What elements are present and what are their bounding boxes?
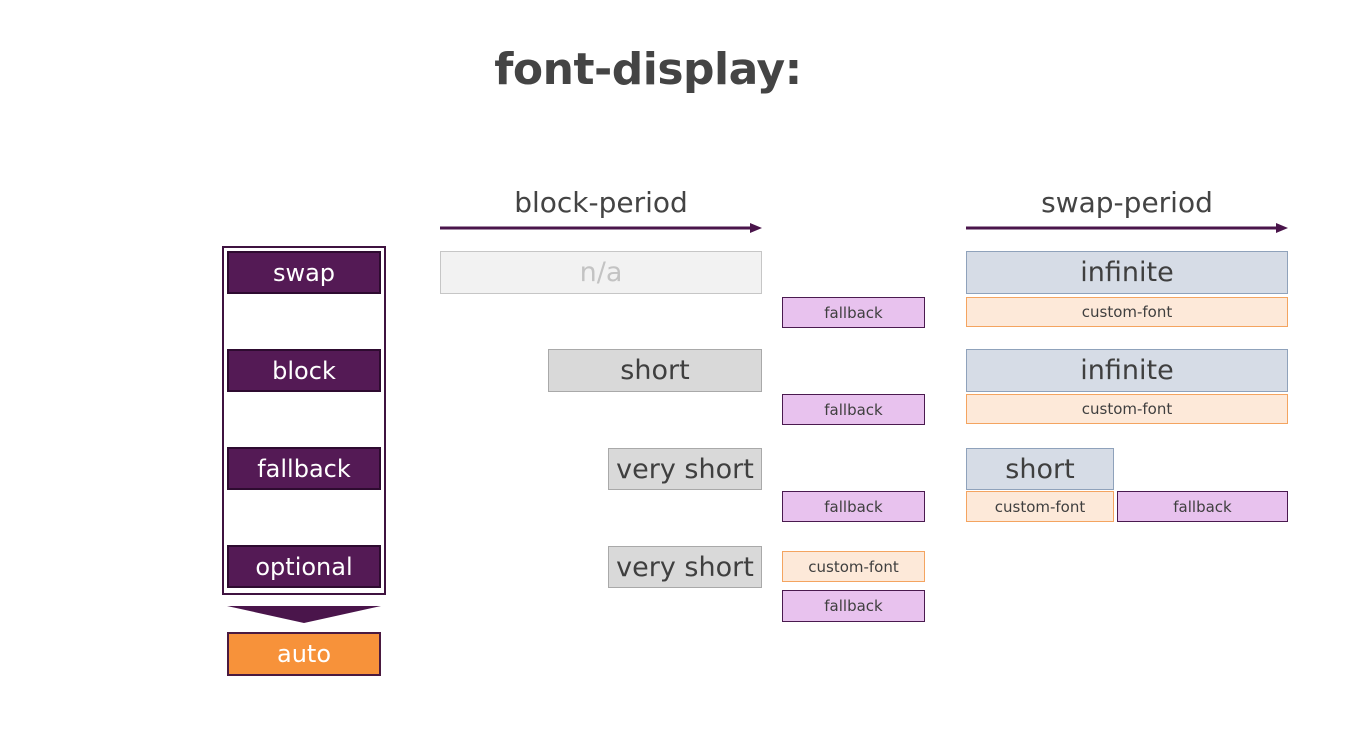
custom-font-render: custom-font — [966, 394, 1288, 424]
custom-font-render: custom-font — [966, 297, 1288, 327]
page-title: font-display: — [494, 44, 802, 95]
block-period-label: block-period — [514, 186, 688, 219]
swap-period-arrow — [966, 221, 1290, 235]
swap-period-infinite: infinite — [966, 349, 1288, 392]
block-period-na: n/a — [440, 251, 762, 294]
block-period-very-short: very short — [608, 448, 762, 490]
fallback-render: fallback — [782, 491, 925, 522]
option-block: block — [227, 349, 381, 392]
fallback-render: fallback — [1117, 491, 1288, 522]
block-period-arrow — [440, 221, 764, 235]
fallback-render: fallback — [782, 297, 925, 328]
swap-period-infinite: infinite — [966, 251, 1288, 294]
fallback-render: fallback — [782, 590, 925, 622]
fallback-render: fallback — [782, 394, 925, 425]
swap-period-short: short — [966, 448, 1114, 490]
option-optional: optional — [227, 545, 381, 588]
option-fallback: fallback — [227, 447, 381, 490]
swap-period-label: swap-period — [1041, 186, 1213, 219]
option-swap: swap — [227, 251, 381, 294]
options-group-frame — [222, 246, 386, 595]
custom-font-render: custom-font — [782, 551, 925, 582]
option-auto: auto — [227, 632, 381, 676]
block-period-very-short: very short — [608, 546, 762, 588]
custom-font-render: custom-font — [966, 491, 1114, 522]
down-arrow-icon — [227, 605, 381, 625]
block-period-short: short — [548, 349, 762, 392]
